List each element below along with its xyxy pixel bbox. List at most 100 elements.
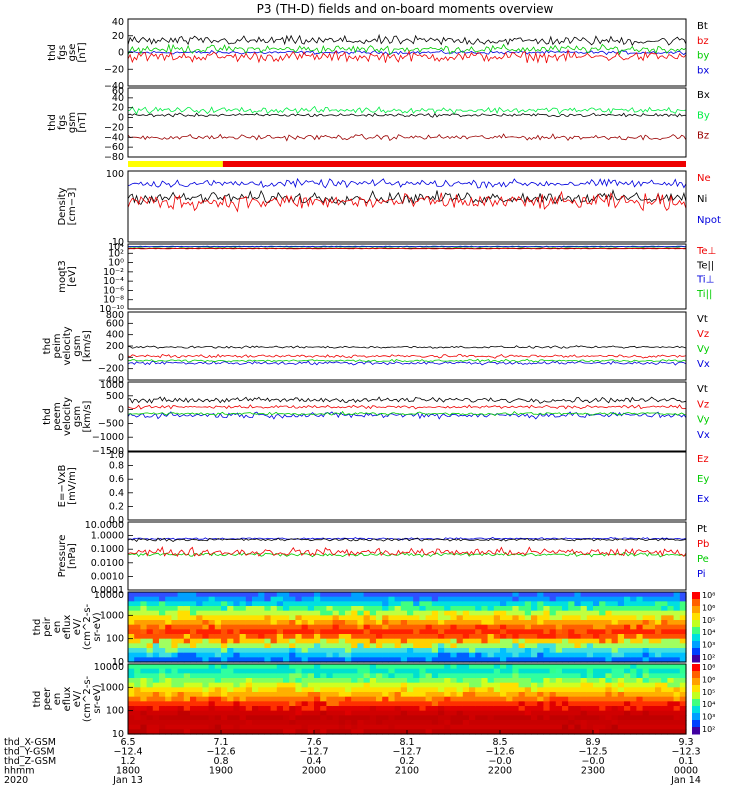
spectrogram-cell (196, 729, 203, 735)
spectrogram-cell (586, 678, 594, 684)
spectrogram-cell (611, 673, 619, 679)
spectrogram-cell (159, 657, 166, 663)
spectrogram-cell (568, 657, 575, 663)
spectrogram-cell (481, 668, 489, 674)
spectrogram-cell (289, 610, 296, 616)
spectrogram-cell (208, 668, 216, 674)
y-tick-label: 20 (112, 31, 124, 42)
spectrogram-cell (648, 664, 656, 670)
spectrogram-cell (593, 673, 600, 679)
spectrogram-cell (555, 724, 563, 730)
y-tick-label: 0.0010 (91, 571, 124, 582)
spectrogram-cell (214, 601, 222, 607)
spectrogram-cell (233, 648, 241, 654)
spectrogram-cell (177, 629, 185, 635)
spectrogram-cell (549, 682, 557, 688)
spectrogram-cell (227, 643, 234, 649)
y-axis-label: thd peem velocity gsm [km/s] (42, 397, 93, 436)
spectrogram-cell (388, 687, 396, 693)
spectrogram-cell (537, 648, 544, 654)
spectrogram-cell (512, 606, 520, 612)
spectrogram-cell (388, 624, 396, 630)
spectrogram-cell (624, 724, 631, 730)
spectrogram-cell (438, 643, 445, 649)
spectrogram-cell (357, 696, 365, 702)
spectrogram-cell (258, 629, 265, 635)
spectrogram-cell (146, 664, 154, 670)
spectrogram-cell (543, 606, 551, 612)
spectrogram-cell (320, 606, 327, 612)
spectrogram-cell (276, 701, 284, 707)
spectrogram-cell (512, 596, 520, 602)
spectrogram-cell (177, 715, 185, 721)
spectrogram-cell (518, 729, 526, 735)
spectrogram-cell (190, 634, 197, 640)
spectrogram-cell (134, 715, 141, 721)
spectrogram-cell (636, 634, 644, 640)
spectrogram-cell (233, 664, 241, 670)
spectrogram-cell (283, 715, 290, 721)
spectrogram-cell (283, 596, 290, 602)
y-tick-label: 600 (106, 318, 124, 329)
spectrogram-cell (611, 629, 619, 635)
x-tick-label: 2300 (581, 766, 605, 777)
spectrogram-cell (295, 620, 303, 626)
spectrogram-cell (270, 592, 278, 598)
spectrogram-cell (190, 710, 197, 716)
spectrogram-cell (382, 678, 389, 684)
spectrogram-cell (562, 620, 569, 626)
spectrogram-cell (326, 643, 334, 649)
spectrogram-cell (314, 652, 321, 658)
spectrogram-cell (580, 648, 588, 654)
spectrogram-cell (351, 724, 358, 730)
colorbar-tick-label: 10² (702, 653, 715, 662)
spectrogram-cell (363, 638, 371, 644)
spectrogram-cell (208, 720, 216, 726)
spectrogram-cell (407, 710, 414, 716)
spectrogram-cell (301, 648, 309, 654)
spectrogram-cell (413, 629, 420, 635)
spectrogram-cell (202, 648, 210, 654)
spectrogram-cell (450, 729, 458, 735)
spectrogram-cell (239, 629, 247, 635)
spectrogram-cell (568, 720, 575, 726)
spectrogram-cell (376, 634, 383, 640)
spectrogram-cell (444, 715, 451, 721)
spectrogram-cell (531, 664, 538, 670)
spectrogram-cell (593, 724, 600, 730)
spectrogram-cell (667, 638, 675, 644)
y-label-line: (cm^2-s- (82, 603, 93, 650)
spectrogram-cell (655, 687, 662, 693)
spectrogram-cell (580, 638, 588, 644)
spectrogram-cell (549, 610, 557, 616)
spectrogram-cell (636, 629, 644, 635)
spectrogram-cell (394, 657, 402, 663)
spectrogram-cell (202, 610, 210, 616)
spectrogram-cell (462, 682, 470, 688)
spectrogram-cell (264, 696, 272, 702)
spectrogram-cell (580, 668, 588, 674)
spectrogram-cell (444, 606, 451, 612)
spectrogram-cell (518, 682, 526, 688)
spectrogram-cell (314, 706, 321, 712)
spectrogram-cell (574, 624, 582, 630)
spectrogram-cell (655, 615, 662, 621)
spectrogram-cell (419, 648, 427, 654)
spectrogram-cell (283, 710, 290, 716)
spectrogram-cell (388, 696, 396, 702)
spectrogram-cell (444, 673, 451, 679)
spectrogram-cell (252, 620, 259, 626)
spectrogram-cell (307, 629, 315, 635)
spectrogram-cell (128, 687, 135, 693)
colorbar-tick-label: 10⁸ (702, 663, 715, 672)
spectrogram-cell (252, 678, 259, 684)
spectrogram-cell (289, 664, 296, 670)
spectrogram-cell (624, 615, 631, 621)
spectrogram-cell (214, 648, 222, 654)
spectrogram-cell (183, 720, 191, 726)
spectrogram-cell (363, 624, 371, 630)
spectrogram-cell (134, 664, 141, 670)
spectrogram-cell (183, 615, 191, 621)
spectrogram-cell (221, 638, 228, 644)
